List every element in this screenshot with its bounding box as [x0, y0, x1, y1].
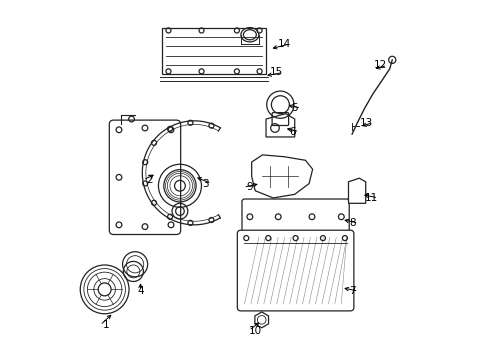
Text: 12: 12	[373, 60, 386, 70]
Text: 8: 8	[348, 218, 355, 228]
Text: 4: 4	[137, 286, 143, 296]
Text: 15: 15	[269, 67, 283, 77]
Text: 9: 9	[246, 182, 253, 192]
FancyBboxPatch shape	[237, 230, 353, 311]
Text: 5: 5	[291, 103, 297, 113]
Polygon shape	[348, 178, 365, 203]
FancyBboxPatch shape	[242, 199, 348, 234]
Polygon shape	[251, 155, 312, 198]
Text: 11: 11	[365, 193, 378, 203]
Text: 13: 13	[359, 118, 372, 128]
Polygon shape	[162, 28, 265, 74]
Text: 2: 2	[146, 175, 152, 185]
Text: 1: 1	[103, 320, 109, 330]
Polygon shape	[265, 114, 294, 137]
Text: 7: 7	[348, 286, 355, 296]
Text: 14: 14	[277, 39, 290, 49]
FancyBboxPatch shape	[109, 120, 180, 234]
Text: 10: 10	[248, 325, 261, 336]
Text: 6: 6	[289, 127, 296, 136]
Text: 3: 3	[202, 179, 208, 189]
